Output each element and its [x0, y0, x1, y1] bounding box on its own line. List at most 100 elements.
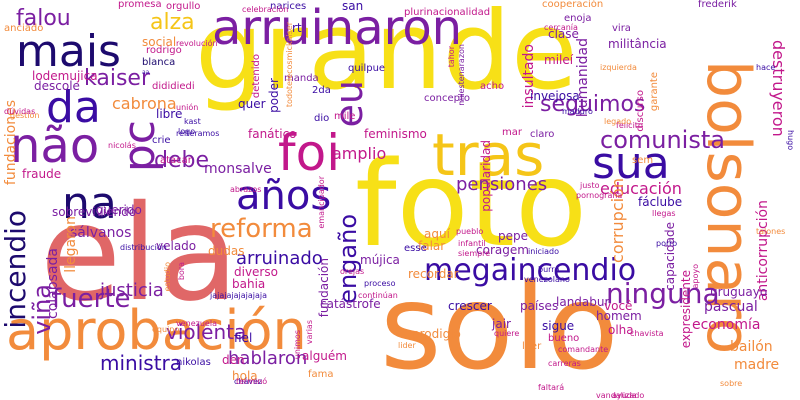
cloud-word: alguém [302, 349, 347, 363]
cloud-word: felicito [616, 121, 643, 130]
cloud-word: na [62, 178, 117, 229]
cloud-word: sobreviviendo [52, 205, 137, 219]
cloud-word: descole [34, 79, 80, 93]
cloud-word: bueno [548, 333, 580, 344]
cloud-word: venezuela [176, 319, 217, 328]
cloud-word: fáclube [638, 195, 683, 209]
cloud-word: esse [404, 243, 427, 254]
cloud-word: crie [152, 135, 171, 146]
cloud-word: acho [480, 81, 505, 92]
cloud-word: tras [432, 121, 545, 189]
cloud-word: infantil [458, 239, 486, 248]
cloud-word: mile [334, 111, 356, 122]
cloud-word: concepto [424, 93, 470, 104]
cloud-word: hugo [786, 130, 795, 151]
cloud-word: faltará [538, 383, 565, 392]
cloud-word: varias [305, 320, 314, 345]
cloud-word: dúvidas [4, 107, 36, 116]
cloud-word: invejosa [530, 89, 580, 103]
cloud-word: plurinacionalidad [404, 7, 491, 18]
cloud-word: kaiser [84, 66, 150, 91]
cloud-word: continúan [358, 291, 398, 300]
cloud-word: siempre [458, 249, 491, 258]
cloud-word: mújica [360, 253, 400, 267]
cloud-word: educación [600, 179, 682, 198]
cloud-word: clase [548, 27, 579, 41]
cloud-word: humanidad [575, 38, 591, 118]
cloud-word: dudas [208, 244, 245, 258]
cloud-word: dididiedi [152, 81, 195, 92]
cloud-word: comunista [600, 126, 725, 154]
cloud-word: equipo [152, 325, 180, 334]
cloud-word: prodigio [412, 327, 461, 341]
cloud-word: nicolás [108, 141, 136, 150]
cloud-word: orgullo [166, 1, 201, 12]
cloud-word: seguimos [540, 92, 646, 117]
cloud-word: velado [156, 239, 197, 253]
cloud-word: sobre [720, 379, 743, 388]
cloud-word: não [10, 118, 100, 174]
cloud-word: gestión [10, 111, 40, 120]
cloud-word: llegas [652, 209, 676, 218]
cloud-word: chávez [234, 377, 263, 386]
cloud-word: ministra [100, 351, 183, 375]
cloud-word: falar [418, 239, 446, 253]
cloud-word: porro [656, 239, 678, 248]
cloud-word: legado [604, 117, 632, 126]
cloud-word: amplio [332, 144, 387, 163]
cloud-word: frederik [698, 0, 737, 10]
cloud-word: recordar [408, 267, 459, 281]
cloud-word: coragem [476, 243, 529, 257]
cloud-word: revolución [176, 39, 218, 48]
cloud-word: enoja [564, 13, 592, 24]
cloud-word: sua [592, 138, 670, 189]
cloud-word: den [222, 353, 245, 367]
cloud-word: estudio [163, 262, 172, 292]
cloud-word: rodrigo [146, 45, 182, 56]
cloud-word: pueblo [456, 227, 484, 236]
cloud-word: mileí [544, 53, 574, 67]
cloud-word: venezolano [524, 275, 570, 284]
cloud-word: emancipador [317, 176, 326, 229]
cloud-word: proceso [364, 279, 396, 288]
cloud-word: chavista [630, 329, 664, 338]
cloud-word: leer [522, 341, 542, 352]
cloud-word: aa [142, 69, 150, 76]
cloud-word: vira [612, 23, 631, 34]
cloud-word: llegaron [63, 216, 79, 273]
cloud-word: querido [96, 203, 142, 217]
cloud-word: mais [16, 26, 121, 77]
cloud-word: incendio [0, 210, 32, 329]
cloud-word: sem [632, 155, 654, 166]
cloud-word: san [342, 0, 364, 13]
cloud-word: atacar [160, 155, 192, 166]
cloud-word: anciado [4, 23, 44, 34]
cloud-word: ninguna [606, 277, 720, 310]
cloud-word: dio [314, 113, 330, 124]
cloud-word: fiel [234, 331, 253, 345]
cloud-word: lodemujica [32, 69, 98, 83]
cloud-word: debe [154, 148, 209, 173]
cloud-word: hablaron [228, 348, 308, 369]
cloud-word: da [46, 82, 101, 133]
cloud-word: catástrofe [320, 297, 381, 311]
cloud-word: orejas [340, 267, 365, 276]
cloud-word: alza [150, 10, 195, 35]
cloud-word: izquierda [600, 63, 637, 72]
cloud-word: falou [16, 6, 71, 31]
cloud-word: landabur [556, 295, 610, 309]
cloud-word: mar [502, 127, 522, 138]
cloud-word: cabrona [112, 94, 177, 113]
cloud-word: iniciado [528, 247, 560, 256]
cloud-word: países [520, 299, 559, 313]
cloud-word: colapsada [45, 248, 61, 319]
cloud-word: hace [756, 63, 776, 72]
cloud-word: narices [270, 1, 307, 12]
cloud-word: terminó [236, 377, 268, 386]
cloud-word: maduro [562, 107, 593, 116]
cloud-word: tahor [447, 46, 456, 68]
cloud-word: fama [308, 369, 334, 380]
cloud-word: fraude [22, 167, 62, 181]
cloud-word: fanático [248, 127, 297, 141]
cloud-word: quilpue [348, 63, 386, 74]
